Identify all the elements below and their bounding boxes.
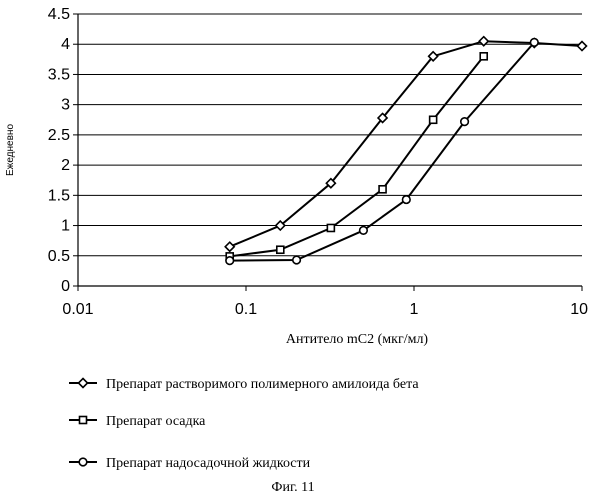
legend-label: Препарат осадка	[106, 414, 206, 429]
data-point	[578, 42, 587, 51]
gridlines	[78, 14, 582, 256]
legend: Препарат растворимого полимерного амилои…	[69, 377, 419, 471]
data-point	[379, 186, 386, 193]
legend-marker	[79, 458, 87, 466]
legend-marker	[80, 417, 87, 424]
data-point	[293, 256, 301, 264]
legend-item: Препарат растворимого полимерного амилои…	[69, 377, 419, 392]
y-tick-label: 0.5	[48, 248, 70, 265]
data-point	[403, 196, 411, 204]
data-point	[225, 242, 234, 251]
figure-caption: Фиг. 11	[271, 480, 314, 495]
x-axis-label: Антитело mC2 (мкг/мл)	[286, 332, 429, 347]
legend-marker	[79, 379, 88, 388]
series-line	[230, 56, 484, 256]
data-point	[360, 227, 368, 235]
series-line	[230, 41, 582, 247]
y-tick-label: 2.5	[48, 127, 70, 144]
series-3	[226, 39, 538, 265]
y-tick-label: 1	[61, 218, 70, 235]
data-point	[226, 257, 234, 265]
y-tick-label: 0	[61, 278, 70, 295]
y-tick-label: 1.5	[48, 187, 70, 204]
legend-item: Препарат надосадочной жидкости	[69, 456, 311, 471]
y-tick-labels: 0 0.5 1 1.5 2 2.5 3 3.5 4 4.5	[48, 6, 78, 295]
y-axis-label: Ежедневно	[5, 124, 16, 176]
y-tick-label: 3.5	[48, 66, 70, 83]
legend-label: Препарат надосадочной жидкости	[106, 456, 311, 471]
series-layer	[225, 37, 586, 265]
x-tick-labels: 0.01 0.1 1 10	[62, 286, 588, 318]
data-point	[480, 53, 487, 60]
data-point	[327, 224, 334, 231]
data-point	[430, 116, 437, 123]
series-2	[226, 53, 487, 260]
y-tick-label: 4	[61, 36, 70, 53]
y-tick-label: 4.5	[48, 6, 70, 23]
x-tick-label: 0.01	[62, 301, 93, 318]
y-tick-label: 3	[61, 97, 70, 114]
data-point	[530, 39, 538, 47]
x-tick-label: 10	[570, 301, 588, 318]
x-tick-label: 0.1	[235, 301, 257, 318]
data-point	[461, 118, 469, 126]
y-tick-label: 2	[61, 157, 70, 174]
legend-label: Препарат растворимого полимерного амилои…	[106, 377, 419, 392]
legend-item: Препарат осадка	[69, 414, 206, 429]
series-1	[225, 37, 586, 252]
x-tick-label: 1	[410, 301, 419, 318]
data-point	[277, 246, 284, 253]
